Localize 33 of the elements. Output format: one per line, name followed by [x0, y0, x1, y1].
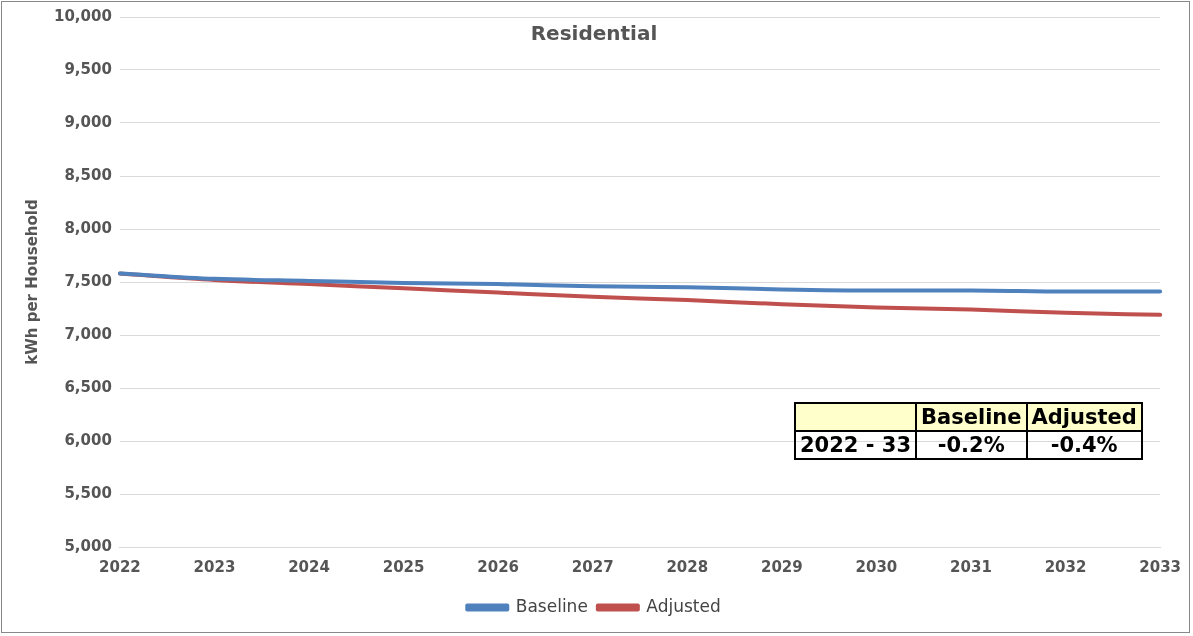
y-tick-label: 8,000	[64, 218, 112, 237]
y-tick-label: 9,000	[64, 112, 112, 131]
x-tick-label: 2029	[760, 557, 803, 576]
x-tick-label: 2022	[99, 557, 141, 576]
annotation: Adjusted	[1026, 403, 1142, 431]
y-tick-label: 9,500	[64, 59, 112, 78]
y-tick-label: 5,000	[64, 536, 112, 555]
y-tick-label: 6,500	[64, 377, 112, 396]
annotation: 2022 - 33	[795, 431, 917, 459]
annotation: Baseline	[916, 403, 1027, 431]
x-tick-label: 2028	[666, 557, 709, 576]
y-tick-label: 5,500	[64, 483, 112, 502]
x-tick-label: 2030	[855, 557, 898, 576]
line-series	[117, 271, 1163, 294]
y-axis-title: kWh per Household	[22, 199, 41, 365]
x-tick-label: 2032	[1044, 557, 1087, 576]
annotation: -0.2%	[916, 431, 1027, 459]
y-tick-label: 7,500	[64, 271, 112, 290]
legend-label: Adjusted	[646, 595, 721, 616]
y-tick-label: 6,000	[64, 430, 112, 449]
x-tick-label: 2026	[477, 557, 520, 576]
x-tick-label: 2023	[193, 557, 236, 576]
chart-title: Residential	[530, 21, 658, 46]
y-tick-label: 8,500	[64, 165, 112, 184]
legend-label: Baseline	[515, 595, 588, 616]
x-tick-label: 2031	[950, 557, 992, 576]
y-tick-label: 7,000	[64, 324, 112, 343]
x-tick-label: 2033	[1139, 557, 1181, 576]
x-tick-label: 2025	[382, 557, 425, 576]
x-tick-label: 2027	[571, 557, 614, 576]
y-tick-label: 10,000	[53, 6, 112, 25]
x-tick-label: 2024	[288, 557, 330, 576]
annotation: -0.4%	[1026, 431, 1142, 459]
